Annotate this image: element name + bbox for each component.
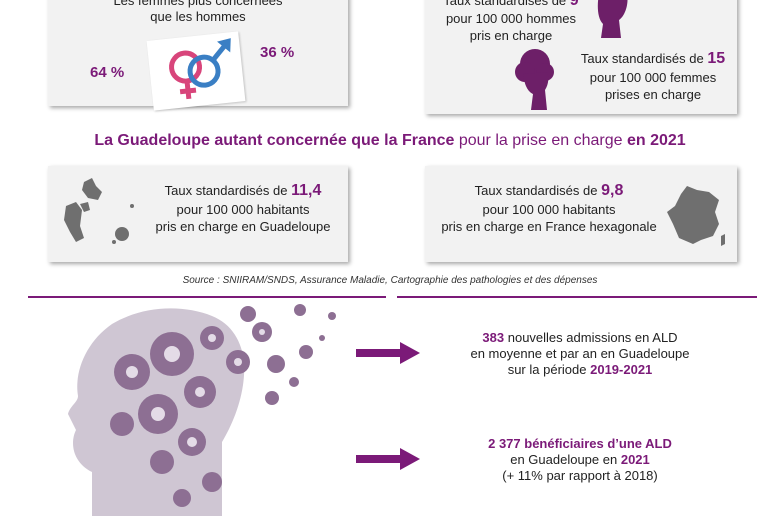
guadeloupe-rate-line2: pour 100 000 habitants (176, 202, 310, 217)
women-rate-line1: Taux standardisés de 15 (580, 50, 726, 67)
france-card: Taux standardisés de 9,8 pour 100 000 ha… (425, 166, 737, 262)
gear-head-icon (62, 302, 352, 521)
women-rate-line3: prises en charge (604, 87, 702, 102)
france-rate-line3: pris en charge en France hexagonale (441, 219, 657, 234)
gender-card-line2: que les hommes (150, 9, 246, 24)
men-rate-line3: pris en charge (469, 28, 553, 43)
beneficiaries-year: 2021 (620, 452, 650, 467)
gender-card: Les femmes plus concernées que les homme… (48, 0, 348, 111)
new-admissions-line2: en moyenne et par an en Guadeloupe (470, 346, 690, 361)
new-admissions-number: 383 (482, 330, 505, 345)
rate-by-sex-card: Taux standardisés de 9 pour 100 000 homm… (425, 0, 737, 114)
guadeloupe-rate-line3: pris en charge en Guadeloupe (155, 219, 331, 234)
divider-left (28, 296, 386, 298)
gender-card-line1: Les femmes plus concernées (113, 0, 283, 8)
france-rate-value: 9,8 (601, 182, 624, 199)
new-admissions-period: 2019-2021 (590, 362, 653, 377)
france-rate-line2: pour 100 000 habitants (482, 202, 616, 217)
guadeloupe-rate-value: 11,4 (291, 182, 322, 199)
women-percentage: 64 % (90, 64, 125, 81)
men-rate-line2: pour 100 000 hommes (445, 11, 577, 26)
new-admissions-stat: 383 nouvelles admissions en ALD en moyen… (440, 330, 720, 378)
guadeloupe-map-icon (62, 176, 142, 261)
women-rate-line2: pour 100 000 femmes (589, 70, 717, 85)
man-head-icon (593, 0, 633, 43)
comparison-headline: La Guadeloupe autant concernée que la Fr… (94, 132, 686, 149)
guadeloupe-rate-line1: Taux standardisés de 11,4 (164, 182, 322, 199)
france-map-icon (663, 184, 727, 253)
new-admissions-line1: 383 nouvelles admissions en ALD (482, 330, 678, 345)
beneficiaries-line3: (+ 11% par rapport à 2018) (502, 468, 658, 483)
source-note: Source : SNIIRAM/SNDS, Assurance Maladie… (182, 275, 598, 286)
woman-head-icon (513, 48, 559, 115)
gender-symbols-icon (146, 31, 246, 111)
france-rate-line1: Taux standardisés de 9,8 (474, 182, 624, 199)
divider-right (397, 296, 757, 298)
arrow-right-icon (356, 342, 420, 369)
beneficiaries-line1: 2 377 bénéficiaires d’une ALD (488, 436, 672, 451)
beneficiaries-line2: en Guadeloupe en 2021 (510, 452, 650, 467)
new-admissions-line3: sur la période 2019-2021 (507, 362, 653, 377)
women-rate-value: 15 (707, 50, 726, 67)
men-rate-value: 9 (569, 0, 579, 9)
guadeloupe-card: Taux standardisés de 11,4 pour 100 000 h… (48, 166, 348, 262)
beneficiaries-stat: 2 377 bénéficiaires d’une ALD en Guadelo… (440, 436, 720, 484)
men-percentage: 36 % (260, 44, 295, 61)
men-rate-line1: Taux standardisés de 9 (421, 0, 601, 9)
arrow-right-icon (356, 448, 420, 475)
